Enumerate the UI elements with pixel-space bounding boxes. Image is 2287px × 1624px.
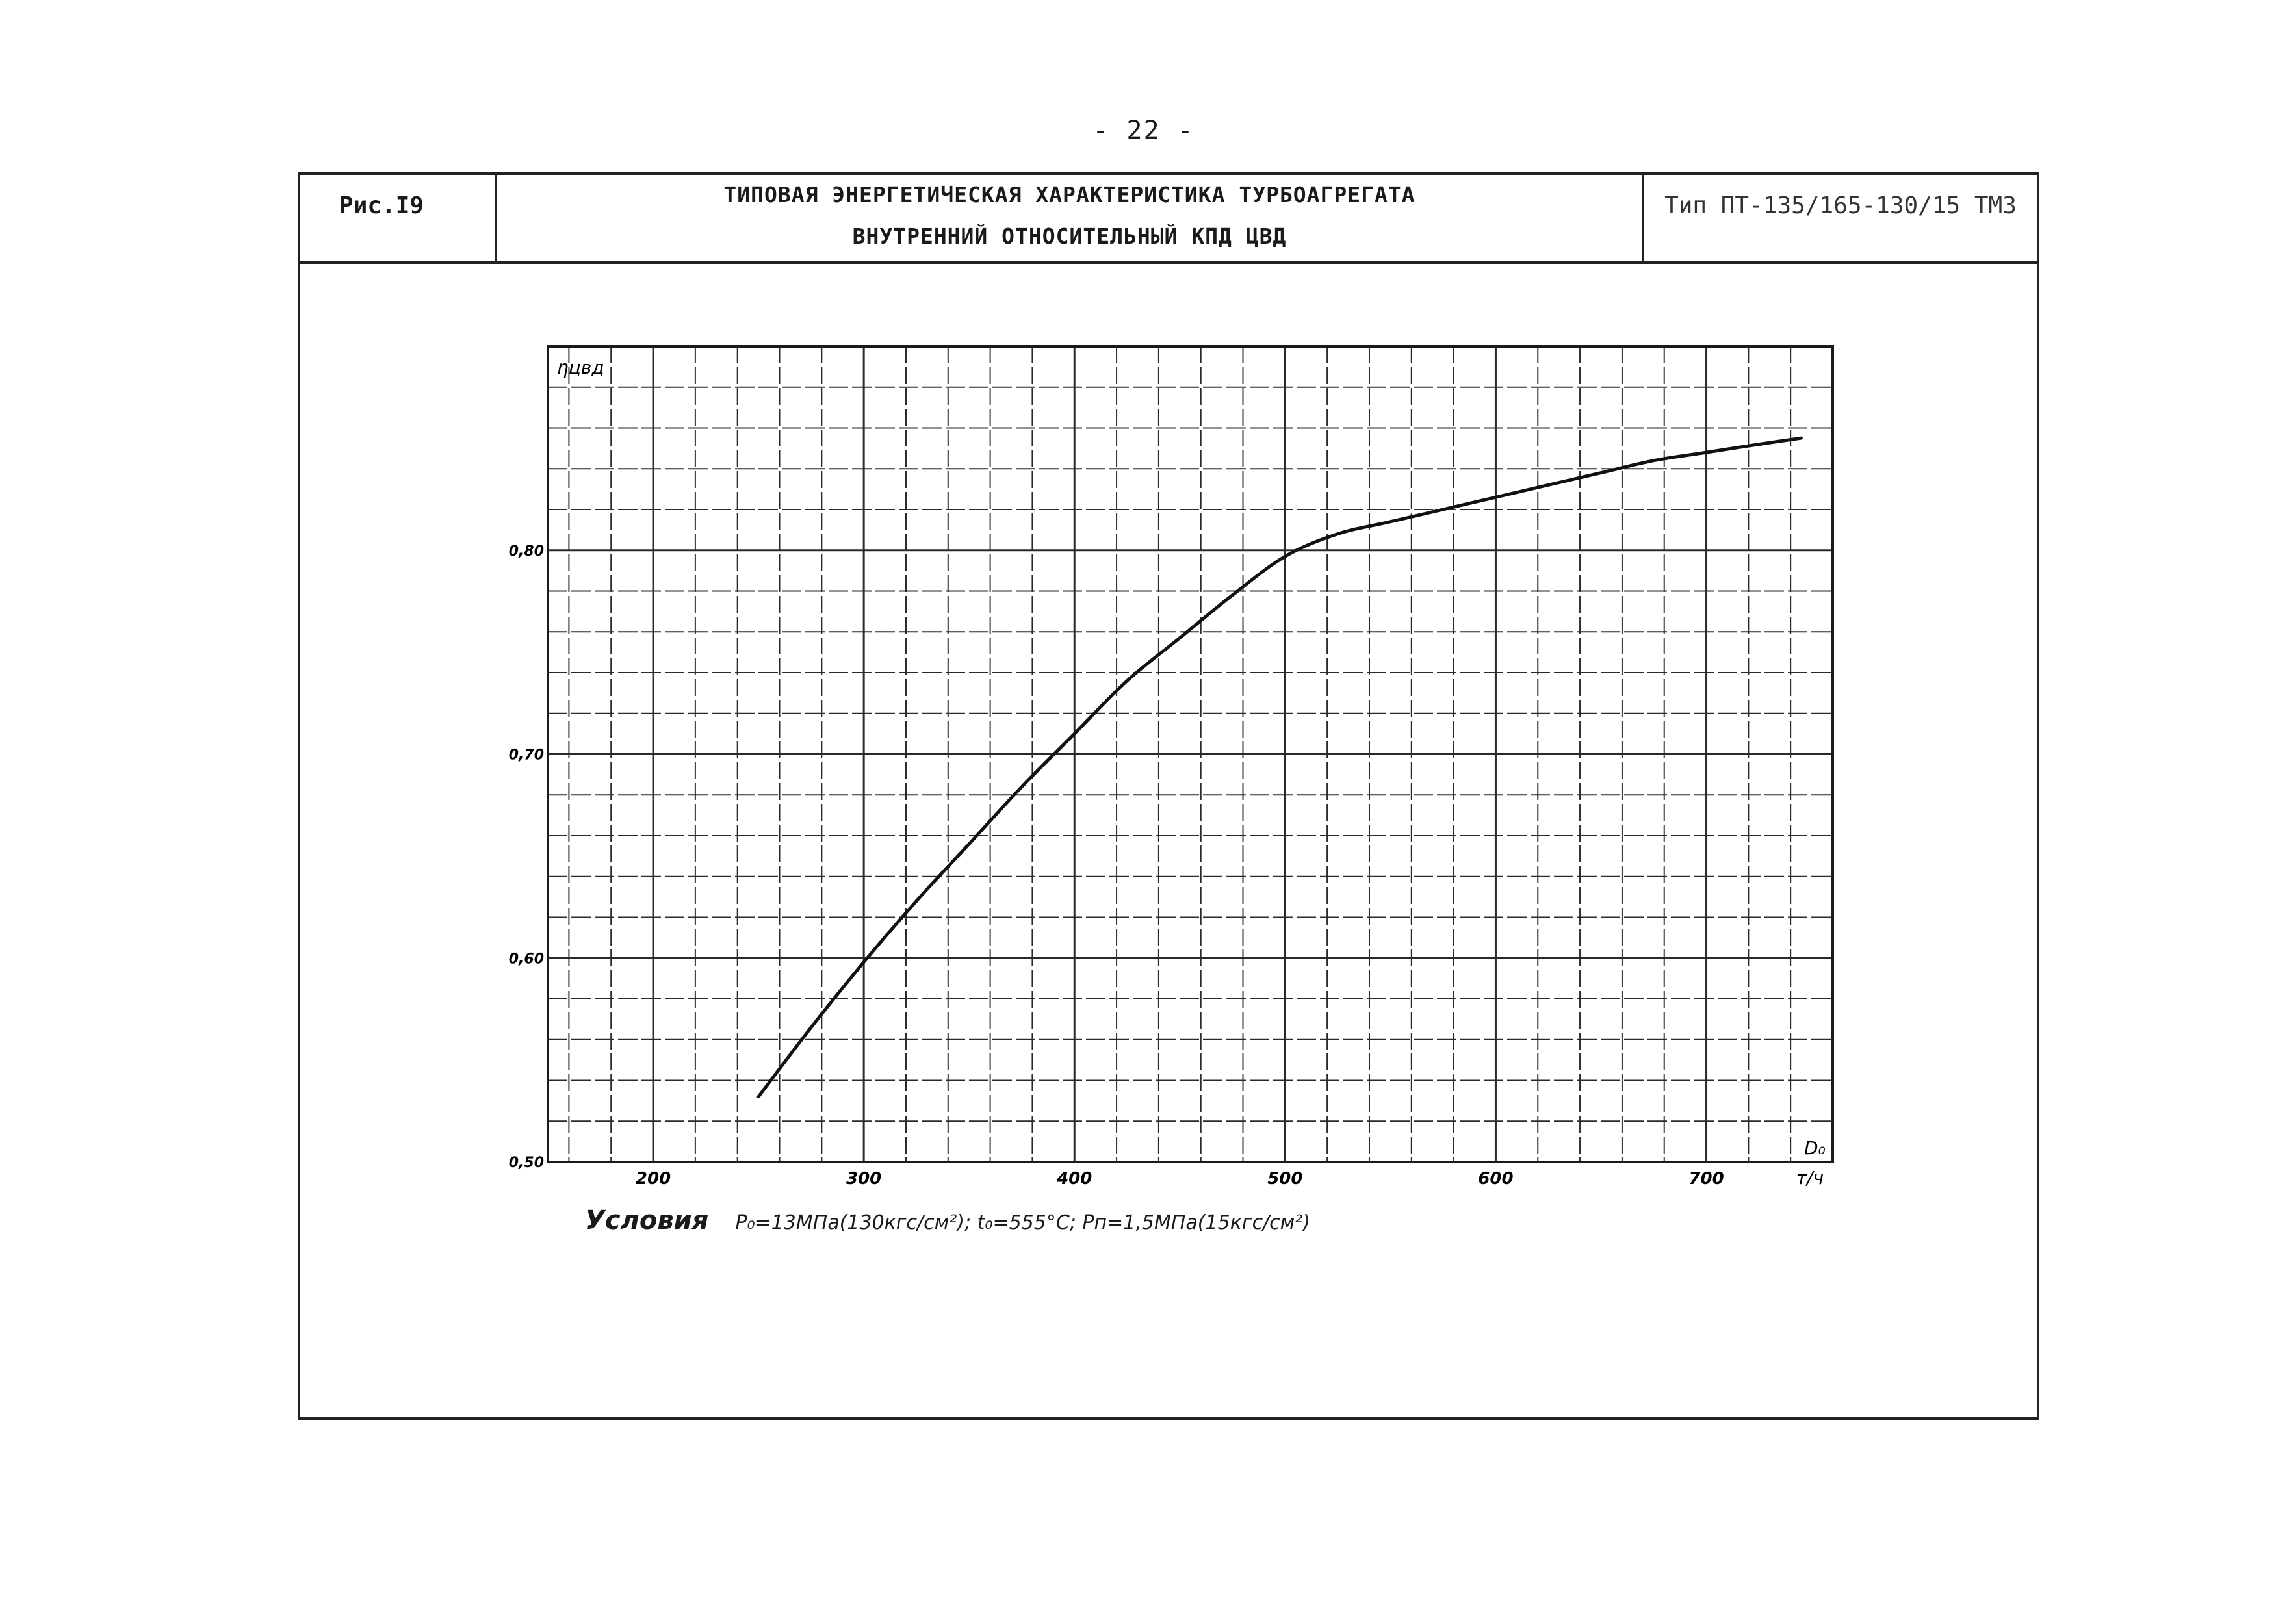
turbine-type: Тип ПТ-135/165-130/15 ТМЗ [1664, 192, 2017, 219]
tick-labels: 200 300 400 500 600 700 0,50 0,60 0,70 0,80 [509, 543, 1724, 1189]
title-cell: ТИПОВАЯ ЭНЕРГЕТИЧЕСКАЯ ХАРАКТЕРИСТИКА ТУ… [497, 175, 1644, 261]
series-layer [756, 436, 1803, 1099]
efficiency-curve [756, 436, 1803, 1099]
drawing-frame: Рис.I9 ТИПОВАЯ ЭНЕРГЕТИЧЕСКАЯ ХАРАКТЕРИС… [298, 172, 2039, 1420]
plot-border [547, 345, 1834, 1163]
figure-label: Рис.I9 [339, 192, 424, 219]
y-tick-label: 0,80 [509, 543, 544, 560]
x-tick-label: 600 [1478, 1169, 1513, 1189]
y-tick-label: 0,50 [509, 1155, 544, 1171]
conditions-note: Условия P₀=13МПа(130кгс/см²); t₀=555°C; … [585, 1205, 1310, 1235]
chart-grid [548, 346, 1833, 1162]
x-tick-label: 500 [1267, 1169, 1302, 1189]
y-axis-label: ηцвд [557, 357, 604, 378]
x-tick-label: 400 [1056, 1169, 1092, 1189]
x-tick-label: 700 [1688, 1169, 1724, 1189]
x-axis-unit: т/ч [1796, 1167, 1824, 1189]
x-tick-label: 200 [636, 1169, 671, 1189]
conditions-label: Условия [585, 1205, 709, 1235]
y-tick-label: 0,70 [509, 747, 544, 764]
conditions-text: P₀=13МПа(130кгс/см²); t₀=555°C; Pп=1,5МП… [735, 1211, 1311, 1234]
y-tick-label: 0,60 [509, 951, 544, 967]
x-tick-label: 300 [846, 1169, 881, 1189]
turbine-type-cell: Тип ПТ-135/165-130/15 ТМЗ [1644, 175, 2037, 261]
figure-label-cell: Рис.I9 [300, 175, 497, 261]
x-axis-label: D₀ [1804, 1137, 1826, 1159]
title-line-1: ТИПОВАЯ ЭНЕРГЕТИЧЕСКАЯ ХАРАКТЕРИСТИКА ТУ… [723, 182, 1415, 207]
title-block: Рис.I9 ТИПОВАЯ ЭНЕРГЕТИЧЕСКАЯ ХАРАКТЕРИС… [300, 175, 2037, 264]
title-line-2: ВНУТРЕННИЙ ОТНОСИТЕЛЬНЫЙ КПД ЦВД [852, 224, 1287, 249]
page-number: - 22 - [1092, 116, 1195, 146]
